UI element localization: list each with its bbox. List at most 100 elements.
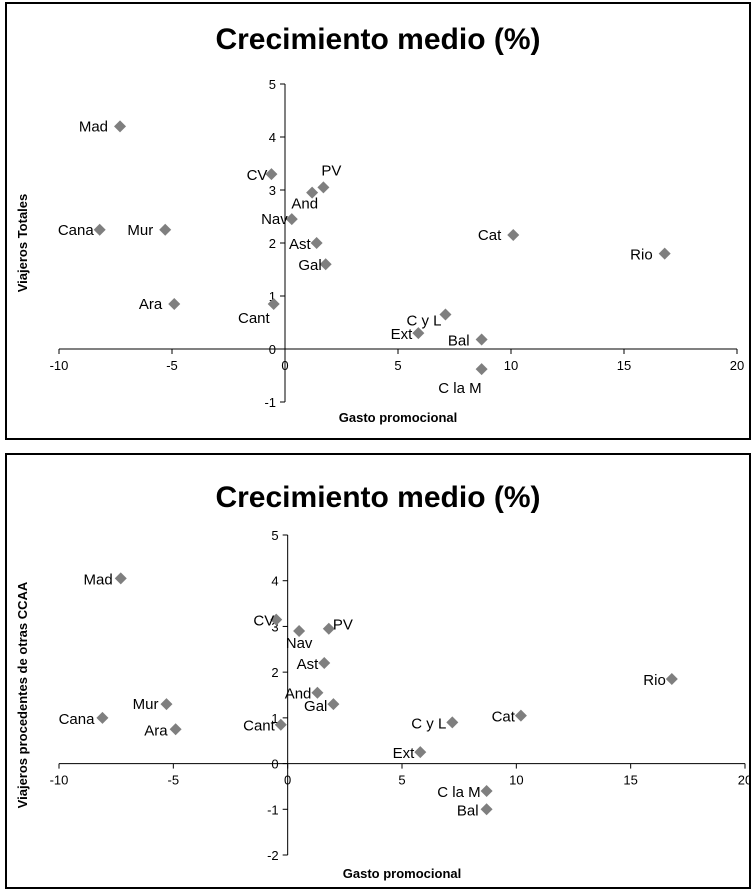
data-point-label: Ast [289,236,312,253]
data-point-label: CV [253,613,274,630]
x-tick-label: 10 [504,358,518,373]
data-point-marker [480,803,493,816]
data-point-marker [327,698,340,711]
x-tick-label: 5 [398,773,405,788]
x-tick-label: -5 [168,773,180,788]
y-tick-label: 4 [271,574,278,589]
x-tick-label: -10 [50,773,69,788]
y-tick-label: 5 [271,528,278,543]
data-point-label: Ara [139,296,163,313]
data-point-label: Nav [286,635,313,652]
y-tick-label: 3 [271,619,278,634]
data-point-marker [507,229,520,242]
y-tick-label: 3 [269,183,276,198]
data-point-marker [274,718,287,731]
data-point-label: CV [247,167,268,184]
data-point-label: Cana [59,711,96,728]
data-point-marker [310,237,323,249]
y-tick-label: 1 [271,711,278,726]
y-tick-label: -2 [267,848,279,863]
data-point-marker [285,213,298,226]
y-tick-label: 0 [271,757,278,772]
data-point-label: C la M [438,380,481,397]
data-point-marker [446,716,459,729]
data-point-marker [480,785,493,797]
x-tick-label: 5 [394,358,401,373]
data-point-label: Cat [478,227,502,244]
data-point-marker [169,723,182,736]
x-tick-label: 20 [730,358,744,373]
chart-title: Crecimiento medio (%) [215,481,540,514]
y-tick-label: 0 [269,342,276,357]
data-point-label: C y L [411,715,446,732]
data-point-label: Mur [127,222,153,239]
data-point-label: Rio [643,672,666,689]
chart-title: Crecimiento medio (%) [215,23,540,56]
x-axis-title: Gasto promocional [343,866,461,881]
data-point-marker [317,181,330,194]
data-point-label: Cana [58,222,95,239]
data-point-label: And [291,196,318,213]
data-point-marker [160,698,173,711]
x-tick-label: 10 [509,773,523,788]
scatter-chart-2: Crecimiento medio (%)-10 -5 0 5 10 15 20-2-101… [15,481,749,881]
data-point-label: Cat [492,709,516,726]
data-point-marker [267,297,280,310]
data-point-label: Ext [391,326,414,343]
data-point-marker [96,711,109,724]
data-point-label: Cant [238,310,271,327]
data-point-label: Ara [144,722,168,739]
data-point-marker [265,168,278,181]
y-tick-label: -1 [267,802,279,817]
data-point-marker [306,186,319,199]
data-point-label: Ext [393,745,416,762]
data-point-label: Gal [298,257,321,274]
y-axis-title: Viajeros Totales [15,194,30,293]
data-point-label: C y L [406,313,441,330]
data-point-label: Bal [457,802,479,819]
data-point-marker [658,247,671,260]
data-point-marker [665,673,678,685]
data-point-label: PV [333,617,353,634]
data-point-label: PV [321,162,341,179]
data-point-marker [414,746,427,759]
data-point-marker [319,258,332,271]
y-axis-title: Viajeros procedentes de otras CCAA [15,581,30,808]
data-point-marker [159,223,172,236]
x-tick-label: 0 [281,358,288,373]
y-tick-label: 2 [269,236,276,251]
x-tick-label: 15 [623,773,637,788]
x-tick-label: -5 [166,358,178,373]
data-point-marker [293,625,306,637]
data-point-marker [475,363,488,376]
y-tick-label: 2 [271,665,278,680]
data-point-marker [270,613,283,626]
data-point-label: Cant [243,718,276,735]
data-point-marker [168,297,181,310]
data-point-label: C la M [437,784,480,801]
data-point-marker [318,657,331,669]
data-point-marker [439,308,452,321]
data-point-marker [514,709,527,722]
y-tick-label: 1 [269,289,276,304]
x-axis-title: Gasto promocional [339,410,457,425]
data-point-label: Rio [630,247,653,264]
data-point-label: Mur [133,696,159,713]
data-point-marker [475,333,488,346]
data-point-label: Gal [304,698,327,715]
data-point-label: Mad [79,118,108,135]
data-point-label: And [285,686,312,703]
data-point-marker [93,223,106,236]
data-point-marker [114,572,127,585]
scatter-chart-1: Crecimiento medio (%)-10 -5 0 5 10 15 20-10123… [15,23,744,425]
data-point-marker [322,622,335,635]
chart-panel-1: Crecimiento medio (%) -10 -5 0 5 10 15 20 -1 0 1 2 3… [5,2,751,440]
x-tick-label: -10 [50,358,69,373]
data-point-label: Mad [84,571,113,588]
x-tick-label: 0 [284,773,291,788]
x-tick-label: 15 [617,358,631,373]
chart-panel-2: Crecimiento medio (%) -10 -5 0 5 10 15 20 -2 -1 0 1… [5,453,751,889]
y-tick-label: -1 [264,395,276,410]
data-point-label: Ast [297,656,320,673]
data-point-marker [311,686,324,699]
